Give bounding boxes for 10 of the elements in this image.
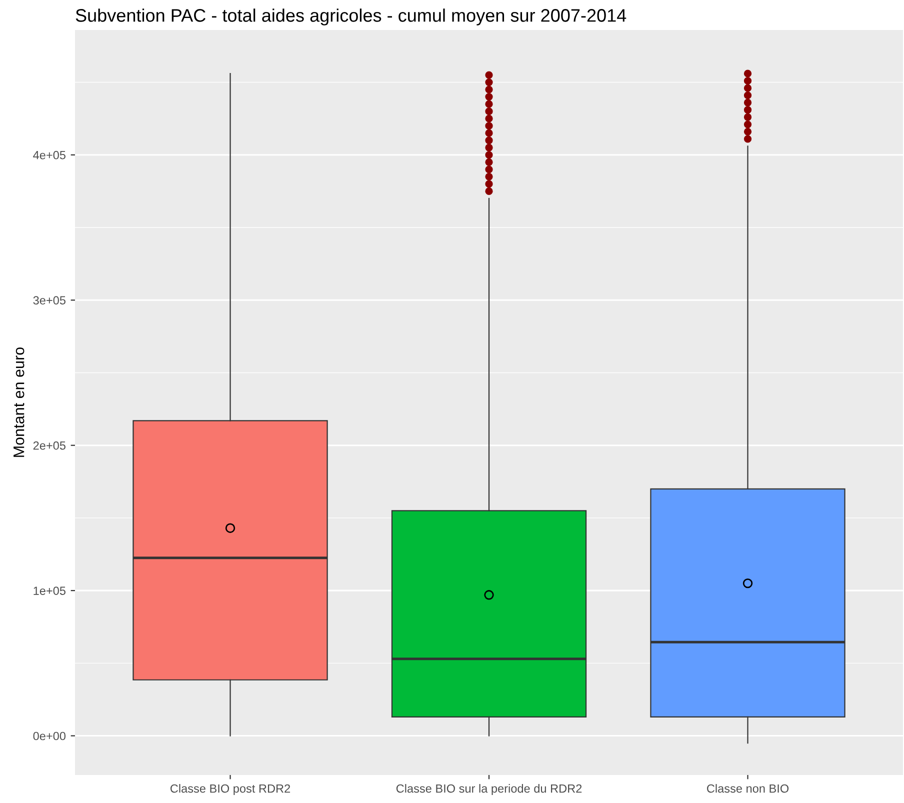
y-tick-label: 2e+05 [33, 441, 66, 450]
y-tick-label: 4e+05 [33, 150, 66, 160]
x-tick-label: Classe BIO post RDR2 [170, 784, 290, 796]
y-tick-label: 3e+05 [33, 296, 66, 305]
x-tick-label: Classe non BIO [707, 784, 789, 793]
x-tick-label: Classe BIO sur la periode du RDR2 [396, 784, 582, 796]
y-tick-label: 0e+00 [33, 732, 66, 740]
y-axis-title: Montant en euro [14, 348, 24, 457]
chart-title: Subvention PAC - total aides agricoles - cumul moyen sur 2007-2014 [76, 8, 626, 26]
y-tick-label: 1e+05 [34, 586, 66, 595]
